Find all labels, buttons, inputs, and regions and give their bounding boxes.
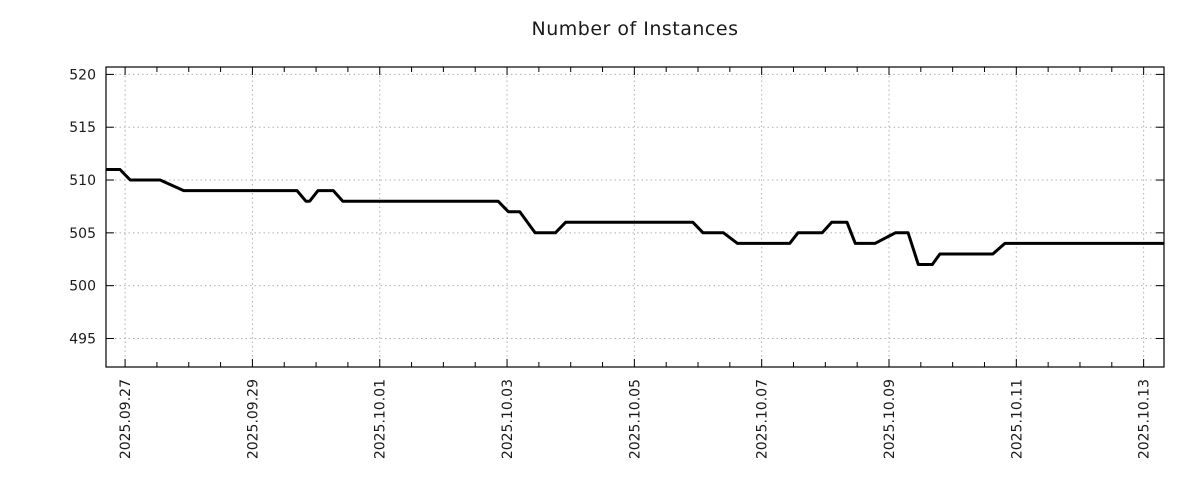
y-tick-label: 500 (69, 279, 96, 295)
y-tick-label: 515 (69, 120, 96, 136)
x-tick-label: 2025.10.05 (627, 379, 643, 459)
x-tick-label: 2025.10.01 (373, 379, 389, 459)
chart-title: Number of Instances (531, 18, 739, 40)
y-tick-label: 505 (69, 226, 96, 242)
y-tick-labels: 495 500 505 510 515 520 (69, 67, 96, 347)
y-tick-label: 520 (69, 67, 96, 83)
plot-border (105, 66, 1165, 368)
series-line (106, 168, 1164, 266)
x-tick-label: 2025.10.03 (500, 379, 516, 459)
x-tick-label: 2025.10.13 (1137, 379, 1153, 459)
x-tick-labels: 2025.09.27 2025.09.29 2025.10.01 2025.10.03… (118, 379, 1153, 459)
x-tick-label: 2025.09.27 (118, 379, 134, 459)
axis-ticks (106, 67, 1164, 367)
x-tick-label: 2025.10.07 (755, 379, 771, 459)
x-tick-label: 2025.10.11 (1009, 379, 1025, 459)
y-tick-label: 510 (69, 173, 96, 189)
y-tick-label: 495 (69, 331, 96, 347)
x-tick-label: 2025.10.09 (882, 379, 898, 459)
grid-lines (106, 67, 1164, 367)
x-tick-label: 2025.09.29 (245, 379, 261, 459)
